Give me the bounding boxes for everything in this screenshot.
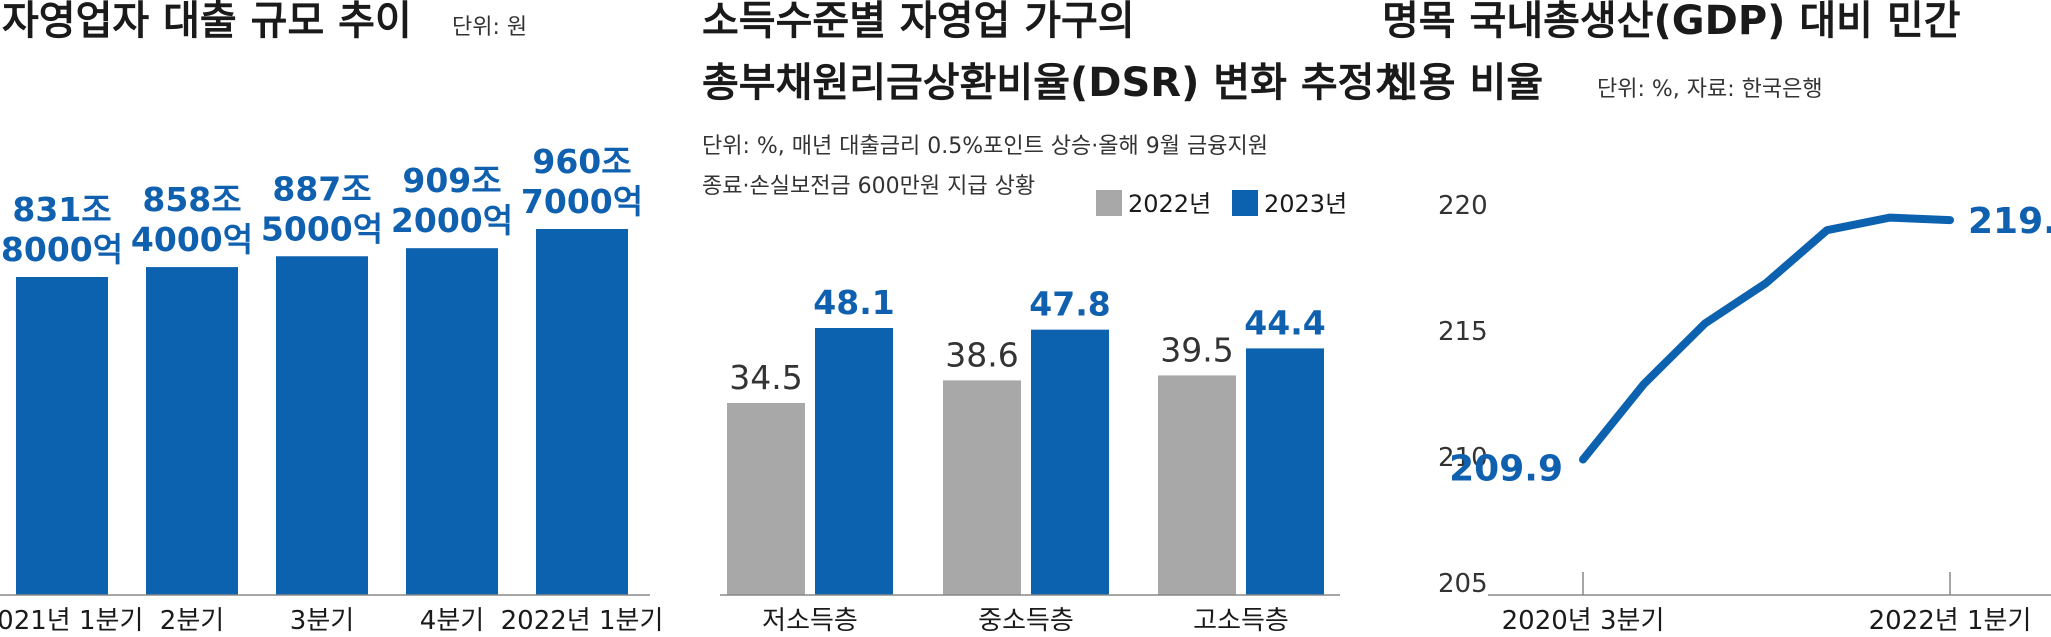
legend-swatch-2023 xyxy=(1232,190,1258,216)
x-tick-label: 2020년 3분기 xyxy=(1502,606,1665,636)
chart-title-line1: 명목 국내총생산(GDP) 대비 민간 xyxy=(1382,0,1961,44)
bar-value-label: 39.5 xyxy=(1160,330,1233,369)
y-tick-label: 205 xyxy=(1438,569,1488,599)
bar-value-label: 44.4 xyxy=(1244,303,1325,342)
note-line2: 종료·손실보전금 600만원 지급 상황 xyxy=(702,174,1035,199)
bar-2 xyxy=(276,256,368,595)
chart-title-line1: 소득수준별 자영업 가구의 xyxy=(702,0,1135,44)
bar-1 xyxy=(146,267,238,595)
x-tick-label-1: 중소득층 xyxy=(978,606,1074,636)
x-tick-label-0: 2021년 1분기 xyxy=(0,606,143,636)
dsr-panel: 소득수준별 자영업 가구의 총부채원리금상환비율(DSR) 변화 추정치 단위:… xyxy=(700,0,1411,637)
x-tick-label-2: 3분기 xyxy=(290,606,354,636)
credit-ratio-chart: 명목 국내총생산(GDP) 대비 민간 신용 비율 단위: %, 자료: 한국은… xyxy=(1382,0,2051,636)
bar-value-label: 38.6 xyxy=(945,335,1018,374)
x-tick-label-3: 4분기 xyxy=(420,606,484,636)
x-tick-label-0: 저소득층 xyxy=(762,606,858,636)
bar-4 xyxy=(536,229,628,595)
note-line1: 단위: %, 매년 대출금리 0.5%포인트 상승·올해 9월 금융지원 xyxy=(702,134,1268,159)
bar-저소득층-2022년 xyxy=(727,403,805,595)
y-tick-label: 215 xyxy=(1438,317,1488,347)
chart-title: 자영업자 대출 규모 추이 xyxy=(2,0,412,44)
bar-label-1-line2: 4000억 xyxy=(131,220,253,259)
x-tick-label-2: 고소득층 xyxy=(1193,606,1289,636)
unit-label: 단위: %, 자료: 한국은행 xyxy=(1597,77,1823,102)
x-tick-label-4: 2022년 1분기 xyxy=(501,606,664,636)
series-line xyxy=(1579,213,1954,464)
bar-label-4-line2: 7000억 xyxy=(521,182,643,221)
bar-label-2-line2: 5000억 xyxy=(261,209,383,248)
unit-label: 단위: 원 xyxy=(452,15,527,40)
bar-label-0-line2: 8000억 xyxy=(1,230,123,269)
bar-value-label: 48.1 xyxy=(813,283,894,322)
bar-고소득층-2023년 xyxy=(1246,348,1324,595)
bar-중소득층-2022년 xyxy=(943,380,1021,595)
bar-label-1-line1: 858조 xyxy=(142,180,241,219)
bar-label-0-line1: 831조 xyxy=(12,190,111,229)
end-value-label: 219.4 xyxy=(1968,201,2051,242)
bar-value-label: 34.5 xyxy=(729,358,802,397)
y-tick-label: 220 xyxy=(1438,191,1488,221)
bar-고소득층-2022년 xyxy=(1158,375,1236,595)
legend-swatch-2022 xyxy=(1096,190,1122,216)
x-tick-label: 2022년 1분기 xyxy=(1869,606,2032,636)
bar-저소득층-2023년 xyxy=(815,328,893,595)
credit-ratio-panel: 명목 국내총생산(GDP) 대비 민간 신용 비율 단위: %, 자료: 한국은… xyxy=(1380,0,2051,637)
bar-label-2-line1: 887조 xyxy=(272,169,371,208)
bar-label-4-line1: 960조 xyxy=(532,142,631,181)
bar-label-3-line2: 2000억 xyxy=(391,201,513,240)
dsr-chart: 소득수준별 자영업 가구의 총부채원리금상환비율(DSR) 변화 추정치 단위:… xyxy=(702,0,1411,636)
chart-title-line2: 총부채원리금상환비율(DSR) 변화 추정치 xyxy=(702,60,1411,106)
legend-label-2023: 2023년 xyxy=(1264,190,1347,218)
x-tick-label-1: 2분기 xyxy=(160,606,224,636)
y-tick-label: 210 xyxy=(1438,443,1488,473)
bar-3 xyxy=(406,248,498,595)
bar-label-3-line1: 909조 xyxy=(402,161,501,200)
bar-0 xyxy=(16,277,108,595)
bar-중소득층-2023년 xyxy=(1031,329,1109,595)
legend-label-2022: 2022년 xyxy=(1128,190,1211,218)
chart-title-line2: 신용 비율 xyxy=(1382,60,1543,106)
bar-value-label: 47.8 xyxy=(1029,285,1110,324)
start-value-label: 209.9 xyxy=(1449,449,1563,490)
